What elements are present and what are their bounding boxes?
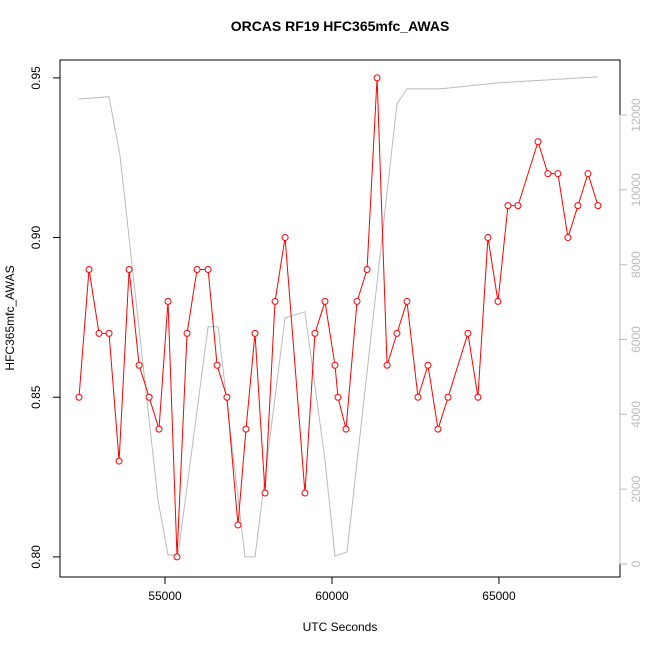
point bbox=[271, 297, 279, 305]
series-line bbox=[78, 77, 599, 557]
point bbox=[544, 170, 552, 178]
x-axis-label: UTC Seconds bbox=[303, 620, 378, 634]
y-axis-label: HFC365mfc_AWAS bbox=[3, 265, 17, 370]
point bbox=[105, 329, 113, 337]
point bbox=[95, 329, 103, 337]
point bbox=[424, 361, 432, 369]
point bbox=[213, 361, 221, 369]
point bbox=[334, 393, 342, 401]
point bbox=[155, 425, 163, 433]
point bbox=[383, 361, 391, 369]
point bbox=[564, 234, 572, 242]
point bbox=[204, 265, 212, 273]
point bbox=[342, 425, 350, 433]
point bbox=[242, 425, 250, 433]
point bbox=[393, 329, 401, 337]
point bbox=[554, 170, 562, 178]
series-line bbox=[78, 76, 599, 558]
point bbox=[193, 265, 201, 273]
point bbox=[115, 457, 123, 465]
x-tick-label: 65000 bbox=[482, 589, 516, 603]
x-tick-label: 60000 bbox=[315, 589, 349, 603]
point bbox=[403, 297, 411, 305]
point bbox=[594, 202, 602, 210]
point bbox=[464, 329, 472, 337]
point bbox=[504, 202, 512, 210]
point bbox=[301, 489, 309, 497]
y2-tick-label: 4000 bbox=[629, 401, 643, 428]
y2-tick-label: 8000 bbox=[629, 251, 643, 278]
point bbox=[584, 170, 592, 178]
point bbox=[75, 393, 83, 401]
point bbox=[173, 553, 181, 561]
point bbox=[183, 329, 191, 337]
point bbox=[85, 265, 93, 273]
y2-tick-label: 12000 bbox=[629, 98, 643, 132]
x-tick-label: 55000 bbox=[148, 589, 182, 603]
point bbox=[534, 138, 542, 146]
point bbox=[125, 265, 133, 273]
point bbox=[145, 393, 153, 401]
point bbox=[514, 202, 522, 210]
plot-frame bbox=[59, 59, 621, 578]
point bbox=[353, 297, 361, 305]
y2-tick-label: 6000 bbox=[629, 326, 643, 353]
point bbox=[363, 265, 371, 273]
y2-tick-label: 0 bbox=[629, 560, 643, 567]
point bbox=[414, 393, 422, 401]
point bbox=[494, 297, 502, 305]
chart-title: ORCAS RF19 HFC365mfc_AWAS bbox=[231, 18, 450, 34]
point bbox=[574, 202, 582, 210]
y-tick-label: 0.85 bbox=[29, 385, 43, 409]
point bbox=[321, 297, 329, 305]
point bbox=[331, 361, 339, 369]
point bbox=[484, 234, 492, 242]
point bbox=[373, 74, 381, 82]
point bbox=[281, 234, 289, 242]
point bbox=[251, 329, 259, 337]
point bbox=[434, 425, 442, 433]
point bbox=[135, 361, 143, 369]
point bbox=[223, 393, 231, 401]
y2-tick-label: 2000 bbox=[629, 475, 643, 502]
y-tick-label: 0.80 bbox=[29, 545, 43, 569]
point bbox=[444, 393, 452, 401]
point bbox=[164, 297, 172, 305]
point bbox=[474, 393, 482, 401]
point bbox=[234, 521, 242, 529]
y-tick-label: 0.90 bbox=[29, 226, 43, 250]
point bbox=[311, 329, 319, 337]
y2-tick-label: 10000 bbox=[629, 173, 643, 207]
point bbox=[261, 489, 269, 497]
y-tick-label: 0.95 bbox=[29, 66, 43, 90]
